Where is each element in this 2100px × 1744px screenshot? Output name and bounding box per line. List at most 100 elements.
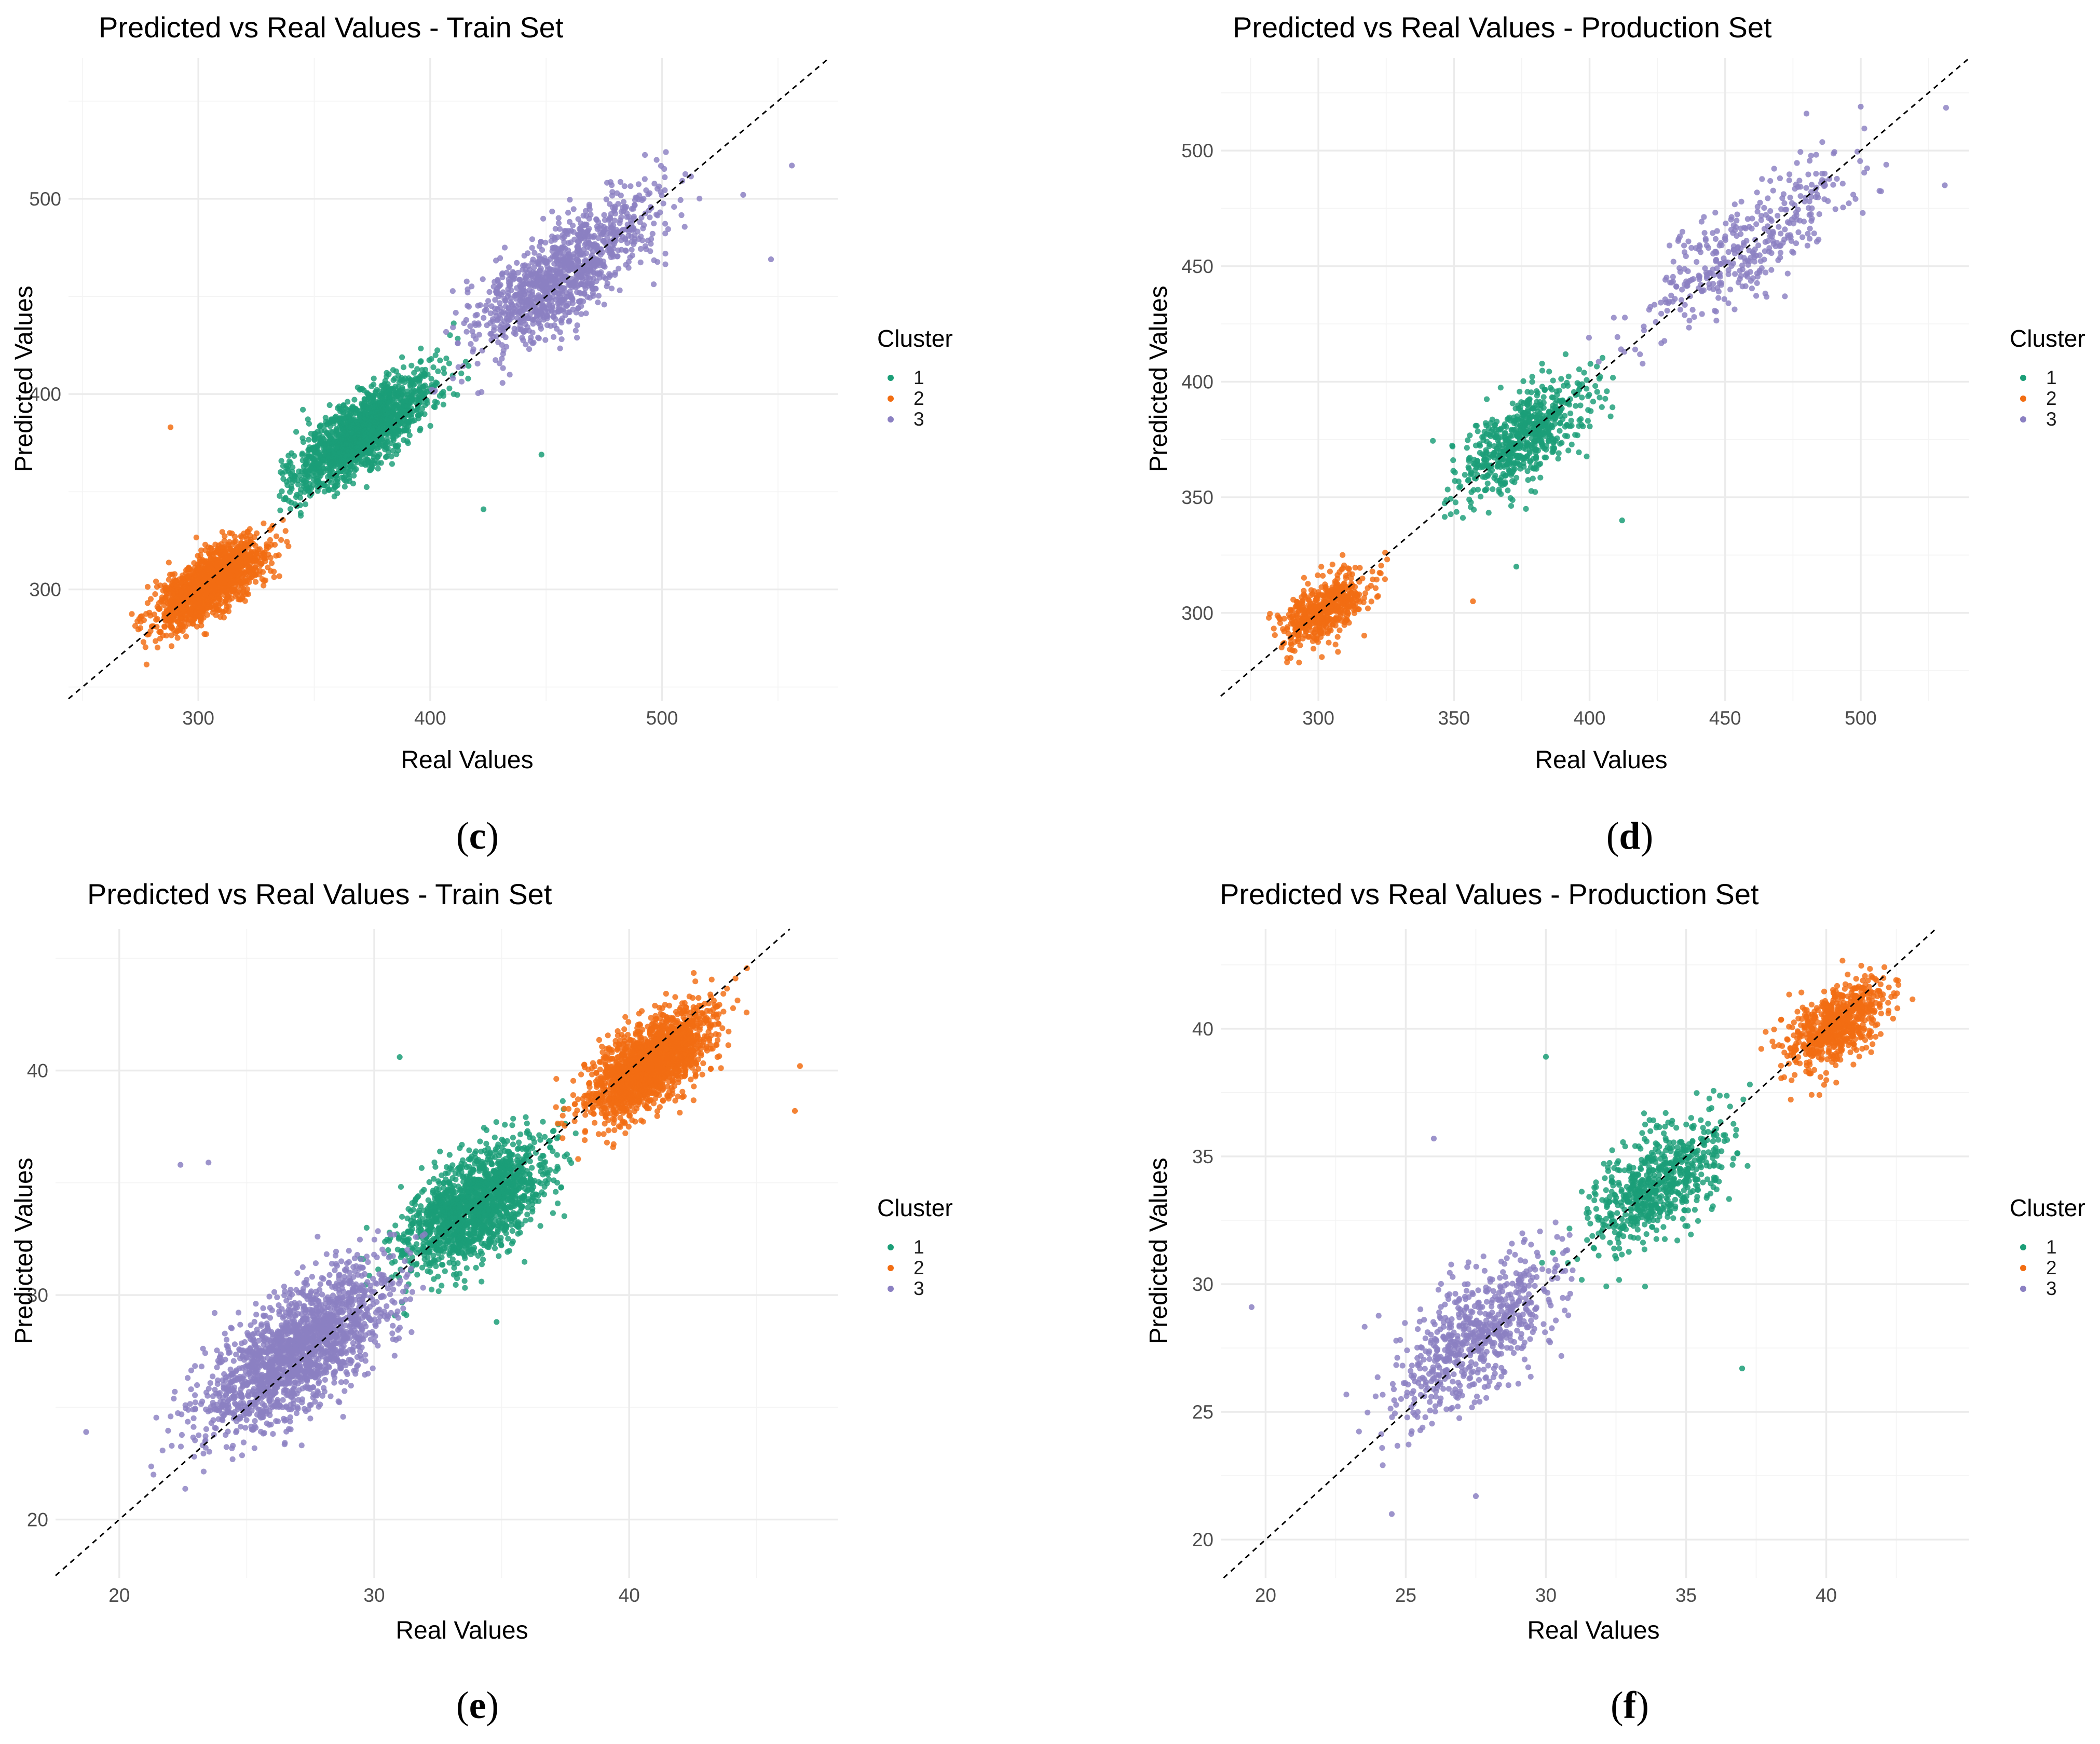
scatter-points xyxy=(1266,103,1949,665)
data-point xyxy=(172,599,178,605)
data-point xyxy=(490,334,497,340)
data-point xyxy=(507,372,513,378)
data-point xyxy=(595,293,602,299)
data-point xyxy=(490,318,496,324)
legend-key-3 xyxy=(888,416,894,423)
data-point xyxy=(483,303,489,309)
data-point xyxy=(378,416,385,423)
caption-open: ( xyxy=(456,815,469,857)
data-point xyxy=(287,506,294,512)
data-point xyxy=(271,568,277,575)
data-point xyxy=(221,609,227,615)
data-point xyxy=(454,392,460,398)
data-point xyxy=(435,368,441,374)
data-point xyxy=(1505,487,1511,494)
data-point xyxy=(231,534,238,540)
data-point xyxy=(612,271,618,278)
data-point xyxy=(1556,450,1562,456)
data-point xyxy=(198,579,204,586)
data-point xyxy=(299,435,306,441)
data-point xyxy=(439,390,445,397)
data-point xyxy=(561,261,567,267)
data-point xyxy=(502,334,509,340)
data-point xyxy=(653,157,660,163)
data-point xyxy=(631,241,637,247)
data-point xyxy=(1520,378,1526,385)
data-point xyxy=(333,426,339,432)
data-point xyxy=(631,202,637,208)
data-point xyxy=(528,301,535,307)
data-point xyxy=(624,210,630,216)
data-point xyxy=(342,484,348,490)
data-point xyxy=(371,454,377,460)
data-point xyxy=(389,411,395,417)
data-point xyxy=(1529,379,1535,385)
data-point xyxy=(568,294,574,301)
data-point xyxy=(336,433,342,440)
data-point xyxy=(398,377,404,383)
data-point xyxy=(625,265,632,271)
data-point xyxy=(271,541,278,548)
data-point xyxy=(367,419,373,426)
data-point xyxy=(501,295,508,302)
caption-letter: c xyxy=(469,815,486,857)
y-tick-label: 400 xyxy=(29,384,61,405)
data-point xyxy=(610,231,616,237)
data-point xyxy=(408,362,415,369)
data-point xyxy=(593,263,599,269)
data-point xyxy=(138,614,144,620)
data-point xyxy=(1576,382,1583,388)
data-point xyxy=(578,311,584,317)
data-point xyxy=(163,617,170,623)
data-point xyxy=(1468,489,1475,495)
data-point xyxy=(566,219,573,225)
data-point xyxy=(193,534,199,541)
data-point xyxy=(526,328,532,334)
data-point xyxy=(661,166,667,172)
data-point xyxy=(326,402,333,408)
data-point xyxy=(1535,447,1541,454)
data-point xyxy=(1537,399,1543,405)
data-point xyxy=(548,238,554,244)
data-point xyxy=(1453,509,1460,515)
data-point xyxy=(235,546,241,552)
data-point xyxy=(595,299,601,306)
data-point xyxy=(370,427,376,433)
data-point xyxy=(364,390,370,396)
data-point xyxy=(322,457,329,464)
data-point xyxy=(577,281,583,288)
data-point xyxy=(1539,443,1546,449)
data-point xyxy=(1565,373,1572,379)
data-point xyxy=(1464,445,1470,451)
data-point xyxy=(204,588,211,594)
data-point xyxy=(1585,418,1591,424)
data-point xyxy=(530,317,536,323)
data-point xyxy=(1568,417,1574,424)
data-point xyxy=(1562,351,1569,358)
data-point xyxy=(414,366,420,372)
data-point xyxy=(271,574,277,580)
data-point xyxy=(401,437,407,443)
data-point xyxy=(1610,375,1616,381)
data-point xyxy=(178,615,184,621)
data-point xyxy=(536,261,542,267)
data-point xyxy=(192,612,198,618)
data-point xyxy=(549,208,555,215)
chart-title: Predicted vs Real Values - Train Set xyxy=(99,11,564,44)
data-point xyxy=(493,357,499,363)
data-point xyxy=(1506,470,1512,476)
data-point xyxy=(341,454,347,460)
data-point xyxy=(662,251,669,257)
data-point xyxy=(359,386,365,392)
data-point xyxy=(617,287,623,293)
data-point xyxy=(261,520,267,527)
data-point xyxy=(570,206,577,212)
y-tick-label: 400 xyxy=(1181,371,1213,392)
data-point xyxy=(509,311,515,318)
data-point xyxy=(440,401,446,408)
data-point xyxy=(607,201,613,207)
data-point xyxy=(566,319,572,325)
data-point xyxy=(424,400,430,406)
scatter-points xyxy=(129,149,795,667)
data-point xyxy=(574,335,580,341)
